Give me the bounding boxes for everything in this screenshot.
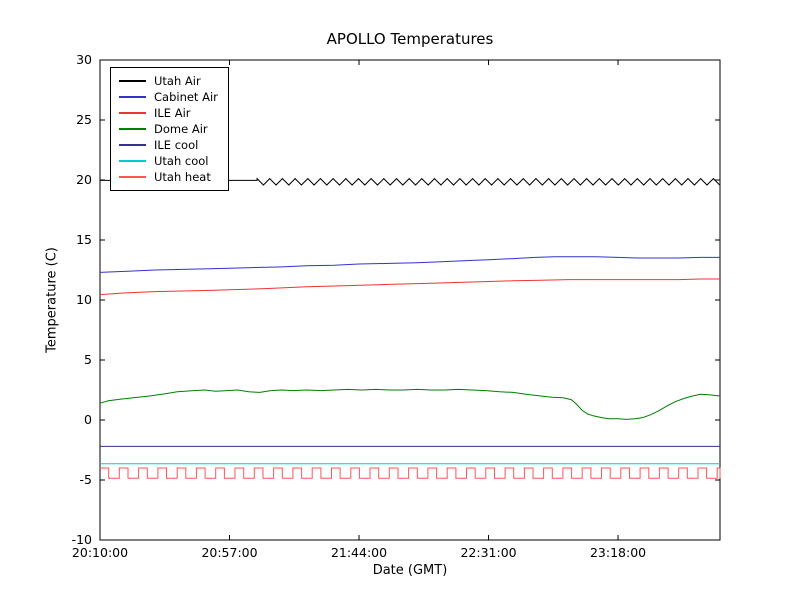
y-tick-label: 25 [76, 112, 92, 127]
y-tick-label: 20 [76, 172, 92, 187]
legend-item: Cabinet Air [119, 89, 218, 105]
y-tick-label: 5 [84, 352, 92, 367]
x-tick-label: 23:18:00 [590, 545, 646, 560]
legend-line-swatch [119, 144, 146, 146]
legend-label: ILE Air [154, 106, 191, 120]
x-tick-label: 20:10:00 [72, 545, 128, 560]
x-tick-label: 21:44:00 [331, 545, 387, 560]
chart-title: APOLLO Temperatures [326, 30, 494, 48]
legend-line-swatch [119, 80, 146, 82]
y-tick-label: -10 [72, 532, 92, 547]
legend-item: ILE Air [119, 105, 218, 121]
series-dome-air [99, 388, 721, 420]
x-tick-label: 22:31:00 [460, 545, 516, 560]
legend: Utah Air Cabinet Air ILE Air Dome Air ILE co… [110, 67, 229, 191]
series-utah-air [100, 177, 721, 186]
legend-item: Utah cool [119, 153, 218, 169]
y-tick-label: -5 [80, 472, 92, 487]
legend-line-swatch [119, 176, 146, 178]
legend-label: Dome Air [154, 122, 208, 136]
legend-label: Utah heat [154, 170, 211, 184]
legend-label: Utah Air [154, 74, 201, 88]
legend-line-swatch [119, 128, 146, 130]
series-ile-air [99, 278, 720, 296]
y-tick-label: 10 [76, 292, 92, 307]
legend-item: Utah heat [119, 169, 218, 185]
x-axis-label: Date (GMT) [372, 563, 448, 578]
legend-line-swatch [119, 160, 146, 162]
series-utah-heat [100, 467, 721, 479]
legend-label: Cabinet Air [154, 90, 218, 104]
legend-item: ILE cool [119, 137, 218, 153]
legend-line-swatch [119, 112, 146, 114]
legend-item: Utah Air [119, 73, 218, 89]
series-cabinet-air [99, 256, 720, 273]
legend-label: ILE cool [154, 138, 199, 152]
y-tick-label: 30 [76, 52, 92, 67]
x-tick-label: 20:57:00 [201, 545, 257, 560]
legend-line-swatch [119, 96, 146, 98]
y-tick-label: 15 [76, 232, 92, 247]
legend-item: Dome Air [119, 121, 218, 137]
legend-label: Utah cool [154, 154, 209, 168]
y-tick-label: 0 [84, 412, 92, 427]
